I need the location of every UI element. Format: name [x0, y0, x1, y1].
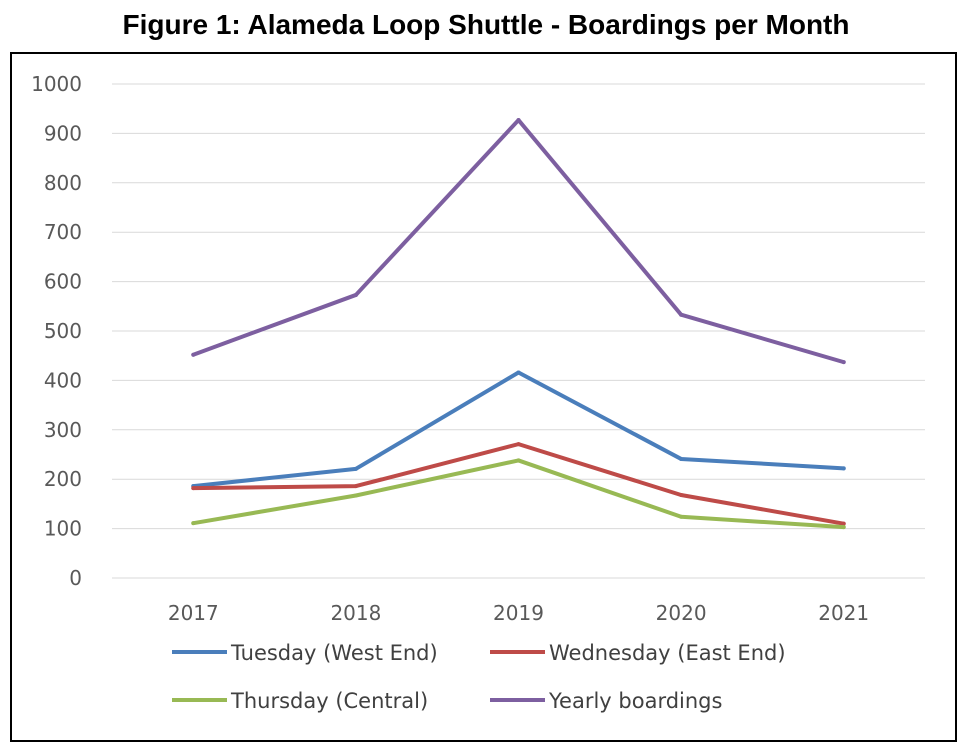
y-tick-label: 600 [44, 270, 82, 294]
x-tick-label: 2019 [493, 601, 544, 625]
data-point [191, 486, 196, 491]
y-tick-label: 200 [44, 467, 82, 491]
x-tick-label: 2021 [818, 601, 869, 625]
chart-title: Figure 1: Alameda Loop Shuttle - Boardin… [122, 9, 850, 40]
y-tick-label: 300 [44, 418, 82, 442]
data-point [679, 456, 684, 461]
data-point [353, 466, 358, 471]
data-point [679, 312, 684, 317]
line-chart: 0 100 200 300 400 500 600 700 800 900 1000 2017 2018… [31, 72, 925, 713]
data-point [353, 493, 358, 498]
data-point [841, 521, 846, 526]
data-point [679, 514, 684, 519]
y-tick-label: 900 [44, 121, 82, 145]
data-point [841, 466, 846, 471]
y-tick-label: 400 [44, 368, 82, 392]
legend-label: Thursday (Central) [230, 689, 428, 713]
y-tick-label: 0 [69, 566, 82, 590]
x-tick-label: 2017 [168, 601, 219, 625]
y-tick-label: 700 [44, 220, 82, 244]
data-point [841, 360, 846, 365]
series-line-2 [191, 442, 846, 526]
x-tick-label: 2020 [656, 601, 707, 625]
x-tick-label: 2018 [330, 601, 381, 625]
legend-label: Wednesday (East End) [549, 641, 786, 665]
data-point [191, 352, 196, 357]
series-line-3 [191, 458, 846, 530]
data-point [353, 292, 358, 297]
y-tick-label: 100 [44, 517, 82, 541]
data-point [516, 442, 521, 447]
data-point [841, 525, 846, 530]
legend-label: Tuesday (West End) [230, 641, 438, 665]
legend-label: Yearly boardings [548, 689, 722, 713]
series-line-4 [191, 118, 846, 365]
data-point [679, 493, 684, 498]
data-point [516, 370, 521, 375]
data-point [516, 118, 521, 123]
data-point [353, 484, 358, 489]
data-point [516, 458, 521, 463]
y-tick-label: 800 [44, 171, 82, 195]
y-tick-label: 1000 [31, 72, 82, 96]
chart-frame: 0 100 200 300 400 500 600 700 800 900 1000 2017 2018… [10, 52, 957, 742]
data-point [191, 521, 196, 526]
y-tick-label: 500 [44, 319, 82, 343]
